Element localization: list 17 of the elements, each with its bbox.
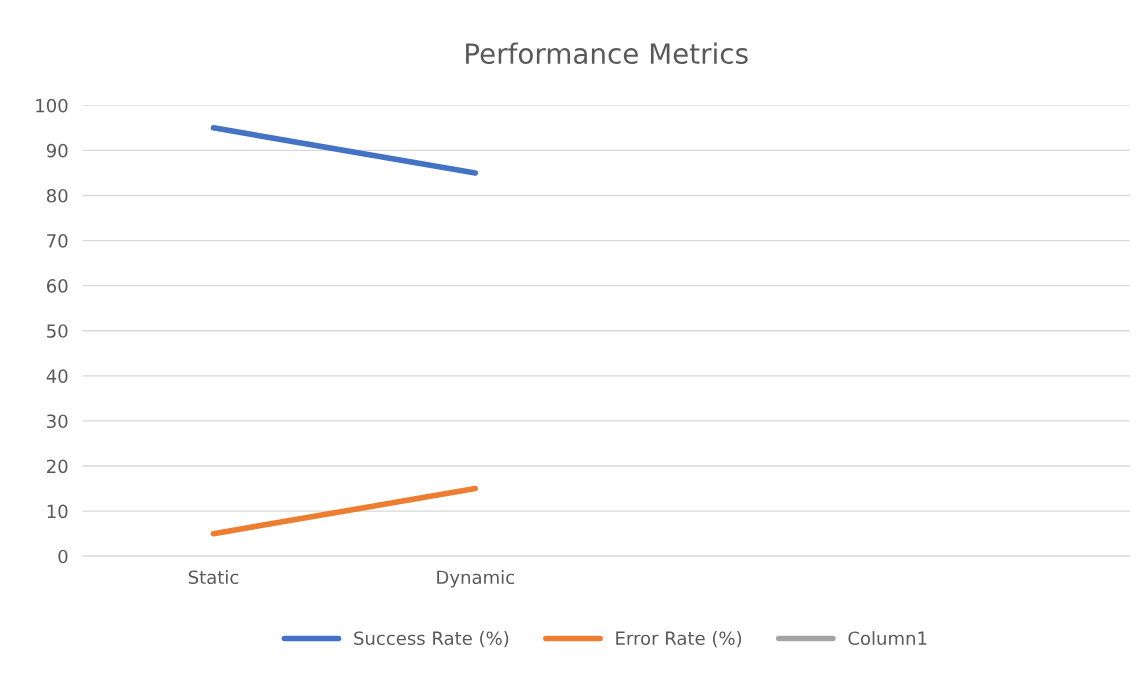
- legend-label: Error Rate (%): [616, 631, 742, 648]
- chart-title: Performance Metrics: [466, 42, 748, 65]
- y-tick-label: 90: [46, 143, 68, 158]
- y-tick-label: 70: [47, 234, 68, 248]
- y-tick-label: 80: [46, 188, 68, 203]
- y-tick-label: 0: [58, 549, 68, 564]
- x-tick-label: Dynamic: [437, 570, 514, 588]
- legend-label: Column1: [848, 631, 927, 646]
- y-tick-label: 40: [46, 369, 68, 383]
- y-tick-label: 10: [47, 504, 68, 519]
- y-tick-label: 50: [47, 324, 68, 338]
- y-tick-label: 60: [46, 279, 68, 293]
- y-tick-label: 100: [36, 98, 68, 113]
- y-tick-label: 20: [47, 459, 68, 474]
- y-tick-label: 30: [47, 414, 68, 429]
- legend-label: Success Rate (%): [354, 631, 509, 648]
- x-tick-label: Static: [188, 570, 239, 585]
